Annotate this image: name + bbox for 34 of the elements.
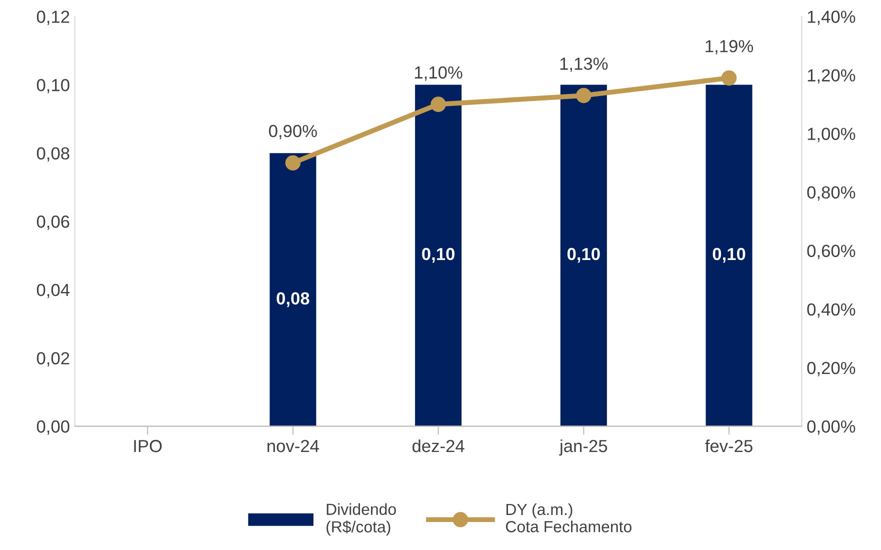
- y-tick-label: 0,02: [36, 352, 70, 366]
- y2-tick-label: 0,40%: [807, 303, 856, 318]
- y-tick-label: 0,06: [36, 216, 70, 230]
- y2-tick-label: 1,40%: [808, 10, 856, 26]
- data-label: 1,13%: [560, 58, 608, 72]
- y2-tick-label: 0,60%: [807, 244, 856, 260]
- legend-label: Dividendo (R$/cota): [326, 503, 396, 536]
- y-tick-label: 0,00: [36, 420, 70, 435]
- point: [576, 88, 592, 104]
- x-tick-label: nov-24: [268, 440, 319, 452]
- y-tick-label: 0,10: [36, 78, 70, 94]
- x-tick-label: dez-24: [412, 439, 464, 452]
- data-label: 0,10: [422, 248, 454, 263]
- legend-label: DY (a.m.) Cota Fechamento: [506, 503, 632, 532]
- point: [285, 155, 301, 170]
- data-label: 0,08: [276, 292, 310, 308]
- point: [721, 70, 737, 86]
- data-label: 0,90%: [269, 124, 317, 140]
- y-tick-label: 0,08: [36, 147, 70, 162]
- x-tick-label: fev-25: [705, 439, 752, 452]
- y2-tick-label: 0,20%: [807, 362, 856, 376]
- y2-tick-label: 0,80%: [807, 186, 856, 201]
- x-tick-label: IPO: [134, 440, 162, 452]
- data-label: 1,10%: [415, 66, 462, 81]
- data-label: 1,19%: [706, 40, 754, 54]
- y-tick-label: 0,12: [36, 10, 70, 26]
- data-label: 0,10: [567, 248, 600, 263]
- y2-tick-label: 1,00%: [808, 128, 856, 142]
- y2-tick-label: 0,00%: [807, 420, 856, 435]
- x-tick-label: jan-25: [559, 439, 608, 456]
- point: [430, 96, 446, 112]
- data-label: 0,10: [712, 248, 746, 263]
- y2-tick-label: 1,20%: [808, 69, 856, 84]
- y-tick-label: 0,04: [36, 284, 70, 298]
